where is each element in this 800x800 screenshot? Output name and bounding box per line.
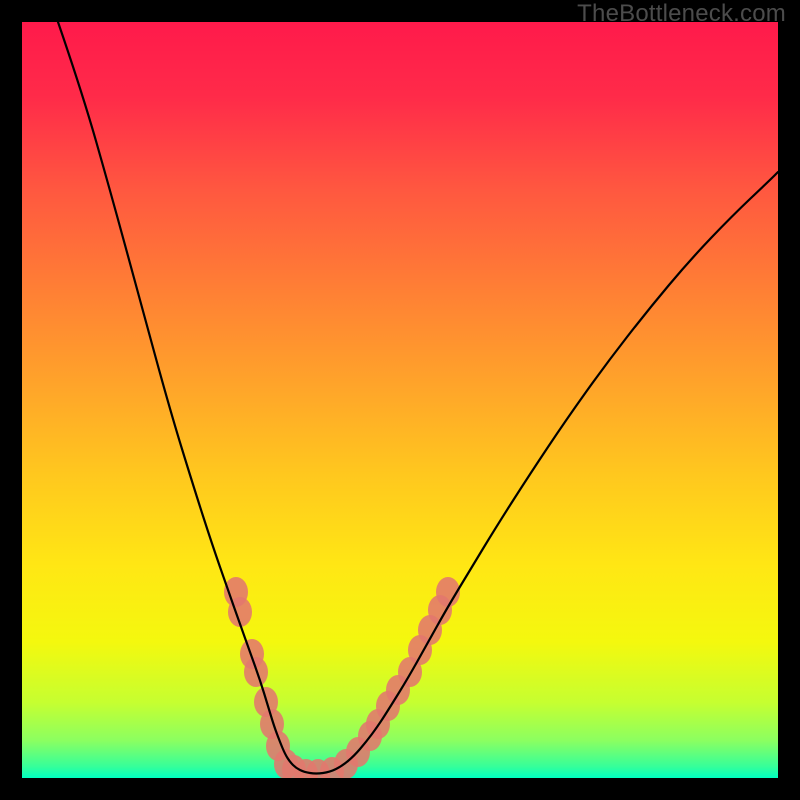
main-curve (58, 22, 778, 774)
watermark-text: TheBottleneck.com (577, 0, 786, 28)
chart-svg (22, 22, 778, 778)
plot-area (22, 22, 778, 778)
